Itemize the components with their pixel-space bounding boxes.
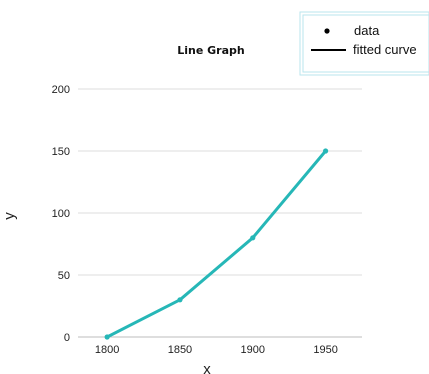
legend: data fitted curve bbox=[299, 11, 429, 76]
data-point bbox=[104, 334, 110, 340]
series-group bbox=[104, 148, 329, 340]
x-axis-label: x bbox=[203, 361, 211, 374]
y-tick-label: 50 bbox=[58, 270, 70, 282]
x-tick-labels: 1800 1850 1900 1950 bbox=[95, 344, 338, 356]
y-tick-label: 100 bbox=[52, 208, 70, 220]
x-tick-label: 1850 bbox=[168, 344, 192, 356]
series-line bbox=[105, 149, 328, 339]
legend-entry-data: data bbox=[354, 23, 380, 38]
y-tick-label: 200 bbox=[52, 84, 70, 96]
grid-lines bbox=[78, 88, 362, 338]
y-tick-label: 150 bbox=[52, 146, 70, 158]
data-point bbox=[250, 235, 256, 241]
legend-frame bbox=[299, 11, 429, 76]
y-axis-label: y bbox=[1, 212, 18, 220]
chart-title: Line Graph bbox=[177, 44, 244, 57]
legend-data-dot-icon bbox=[324, 28, 330, 34]
x-tick-label: 1800 bbox=[95, 344, 119, 356]
data-point bbox=[177, 297, 183, 303]
y-tick-labels: 0 50 100 150 200 bbox=[52, 84, 70, 344]
legend-inner-frame bbox=[302, 14, 429, 73]
y-tick-label: 0 bbox=[64, 332, 70, 344]
x-tick-label: 1900 bbox=[241, 344, 265, 356]
legend-entry-fitted-curve: fitted curve bbox=[353, 42, 417, 57]
data-point bbox=[322, 148, 329, 154]
x-tick-label: 1950 bbox=[313, 344, 337, 356]
